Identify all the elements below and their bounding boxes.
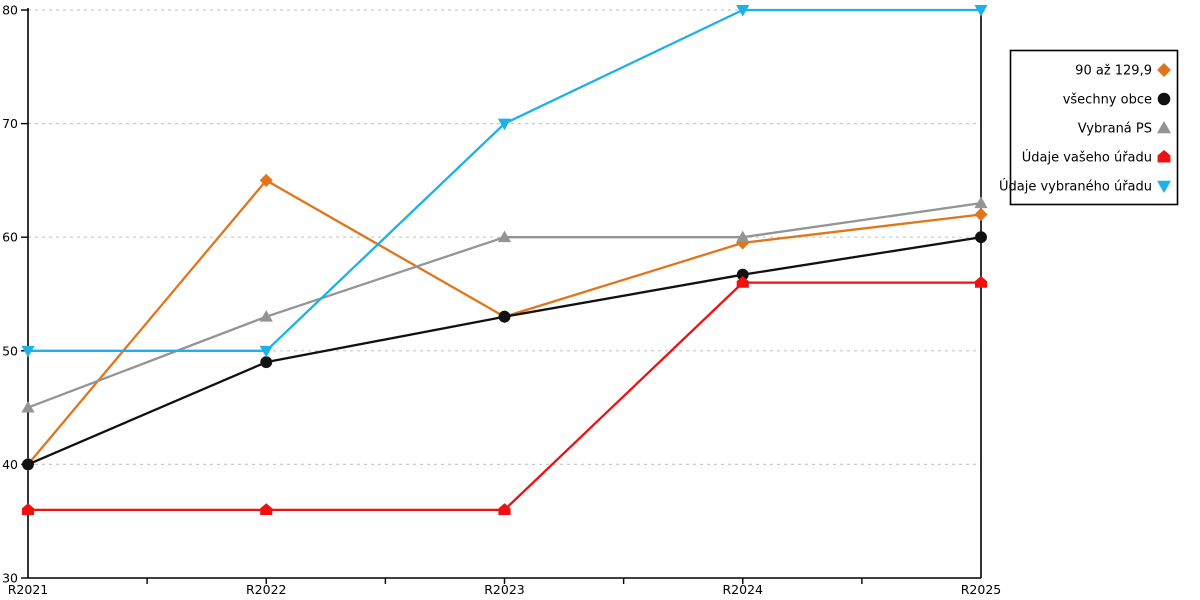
data-point-house-R2021: [21, 503, 35, 515]
legend-marker-diamond-icon: [1157, 63, 1171, 77]
axes: [21, 8, 982, 584]
legend-item: Údaje vybraného úřadu: [999, 179, 1171, 195]
data-point-triangle-up-R2024: [736, 230, 750, 243]
legend-label: Vybraná PS: [1078, 122, 1152, 137]
x-axis-labels: R2021 R2022 R2023 R2024 R2025: [8, 582, 1002, 597]
data-point-diamond-R2022: [259, 173, 273, 187]
series-line: [26, 8, 983, 352]
data-point-house-R2025: [974, 276, 988, 288]
data-point-triangle-up-R2025: [974, 196, 988, 209]
legend-marker-circle-icon: [1157, 92, 1171, 106]
data-point-circle-R2021: [22, 458, 34, 471]
y-axis-tick-label: 40: [2, 457, 18, 472]
series-triangle-down: [21, 5, 988, 358]
data-point-triangle-down-R2022: [259, 345, 273, 358]
x-axis-tick-label: R2023: [484, 582, 525, 597]
data-point-circle-R2024: [736, 268, 749, 281]
data-point-circle-R2025: [975, 231, 987, 244]
data-point-diamond-R2025: [974, 207, 988, 222]
legend-box: [1009, 49, 1179, 206]
y-axis-tick-label: 30: [2, 571, 18, 586]
x-axis-tick-label: R2024: [723, 582, 764, 597]
data-point-triangle-down-R2021: [21, 345, 35, 358]
legend-item: 90 až 129,9: [1075, 63, 1171, 79]
series-triangle-up: [21, 196, 988, 413]
data-point-triangle-up-R2021: [21, 401, 35, 413]
x-axis-tick-label: R2022: [246, 582, 287, 597]
data-point-house-R2023: [498, 503, 511, 515]
y-axis-tick-label: 70: [2, 116, 18, 131]
series: [21, 5, 988, 515]
legend-item: Vybraná PS: [1078, 121, 1171, 137]
data-point-circle-R2022: [260, 356, 273, 369]
legend-marker-house-icon: [1157, 150, 1171, 163]
series-house: [21, 276, 988, 515]
data-point-triangle-up-R2022: [259, 310, 273, 322]
legend-label: Údaje vybraného úřadu: [999, 179, 1152, 195]
y-axis-tick-label: 60: [2, 230, 18, 245]
series-circle: [22, 231, 987, 471]
data-point-house-R2022: [260, 503, 273, 515]
x-axis-tick-label: R2025: [961, 582, 1002, 597]
data-point-triangle-down-R2024: [736, 5, 750, 17]
legend-marker-triangle-up-icon: [1157, 121, 1171, 134]
legend-label: Údaje vašeho úřadu: [1022, 150, 1152, 166]
x-axis-tick-label: R2021: [8, 582, 49, 597]
data-point-triangle-up-R2023: [497, 230, 512, 243]
legend-label: všechny obce: [1063, 93, 1152, 108]
legend-marker-triangle-down-icon: [1157, 180, 1171, 193]
data-point-circle-R2023: [498, 310, 511, 323]
legend-item: Údaje vašeho úřadu: [1022, 150, 1171, 166]
data-point-triangle-down-R2025: [974, 5, 988, 17]
legend: 90 až 129,9 všechny obce Vybraná PS Údaje v…: [999, 49, 1179, 206]
y-axis-labels: 30 40 50 60 70 80: [2, 3, 18, 586]
y-axis-tick-label: 50: [2, 343, 18, 358]
legend-label: 90 až 129,9: [1075, 64, 1152, 79]
data-point-triangle-down-R2023: [497, 118, 512, 131]
data-point-house-R2024: [736, 276, 749, 288]
y-axis-tick-label: 80: [2, 3, 18, 18]
legend-item: všechny obce: [1063, 93, 1171, 108]
